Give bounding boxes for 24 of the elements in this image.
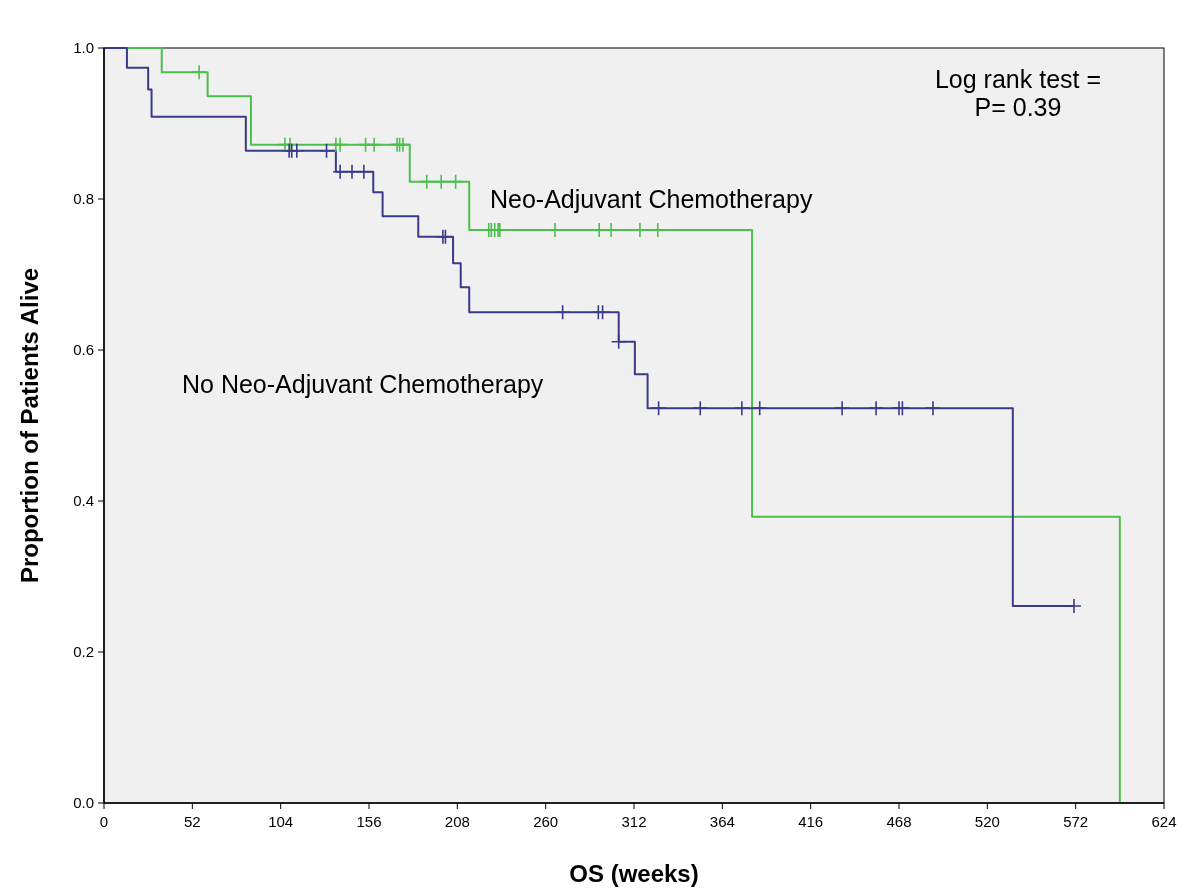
annotation: Log rank test = P= 0.39 (934, 65, 1102, 121)
x-tick-label: 104 (268, 813, 294, 830)
series-label: Neo-Adjuvant Chemotherapy (490, 185, 813, 213)
y-tick-label: 0.4 (73, 492, 94, 509)
x-tick-label: 156 (356, 813, 382, 830)
y-tick-label: 0.6 (73, 341, 94, 358)
text: No Neo-Adjuvant Chemotherapy (182, 370, 544, 398)
x-tick-label: 520 (974, 813, 1000, 830)
x-tick-label: 364 (709, 813, 735, 830)
x-tick-label: 52 (183, 813, 201, 830)
x-tick-label: 416 (798, 813, 824, 830)
y-tick-label: 0.2 (73, 643, 94, 660)
x-tick-label: 572 (1063, 813, 1089, 830)
y-axis-title: Proportion of Patients Alive (16, 267, 43, 584)
y-tick-label: 1.0 (73, 39, 94, 56)
x-tick-label: 260 (533, 813, 559, 830)
x-tick-label: 468 (886, 813, 912, 830)
x-tick-label: 0 (99, 813, 109, 830)
y-tick-label: 0.8 (73, 190, 94, 207)
y-tick-label: 0.0 (73, 794, 94, 811)
x-tick-label: 208 (444, 813, 470, 830)
x-tick-label: 624 (1151, 813, 1177, 830)
x-axis-title: OS (weeks) (569, 860, 699, 887)
x-tick-label: 312 (621, 813, 647, 830)
